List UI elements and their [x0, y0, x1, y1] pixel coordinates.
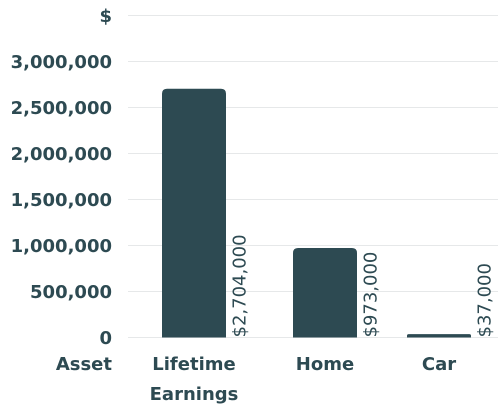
x-axis-label: Asset [56, 354, 113, 375]
data-label: $2,704,000 [230, 234, 251, 337]
x-category-label: Lifetime [152, 354, 235, 375]
x-category-label: Home [296, 354, 354, 375]
y-tick-label: 2,000,000 [11, 144, 112, 165]
y-tick-label: 1,000,000 [11, 236, 112, 257]
x-category-labels: Lifetime Earnings Home Car [150, 354, 457, 405]
data-labels: $2,704,000 $973,000 $37,000 [230, 234, 496, 337]
bar [162, 88, 226, 338]
y-axis-unit-label: $ [99, 6, 112, 27]
y-tick-labels: 0 500,000 1,000,000 1,500,000 2,000,000 2,500… [11, 52, 112, 349]
y-tick-label: 2,500,000 [11, 98, 112, 119]
bars [162, 88, 471, 338]
x-category-label: Earnings [150, 384, 239, 405]
data-label: $973,000 [361, 252, 382, 338]
x-category-label: Car [422, 354, 456, 375]
bar [293, 247, 357, 338]
bar [407, 334, 471, 338]
y-tick-label: 0 [99, 328, 112, 349]
y-tick-label: 1,500,000 [11, 190, 112, 211]
y-tick-label: 500,000 [30, 282, 112, 303]
y-tick-label: 3,000,000 [11, 52, 112, 73]
data-label: $37,000 [475, 263, 496, 337]
